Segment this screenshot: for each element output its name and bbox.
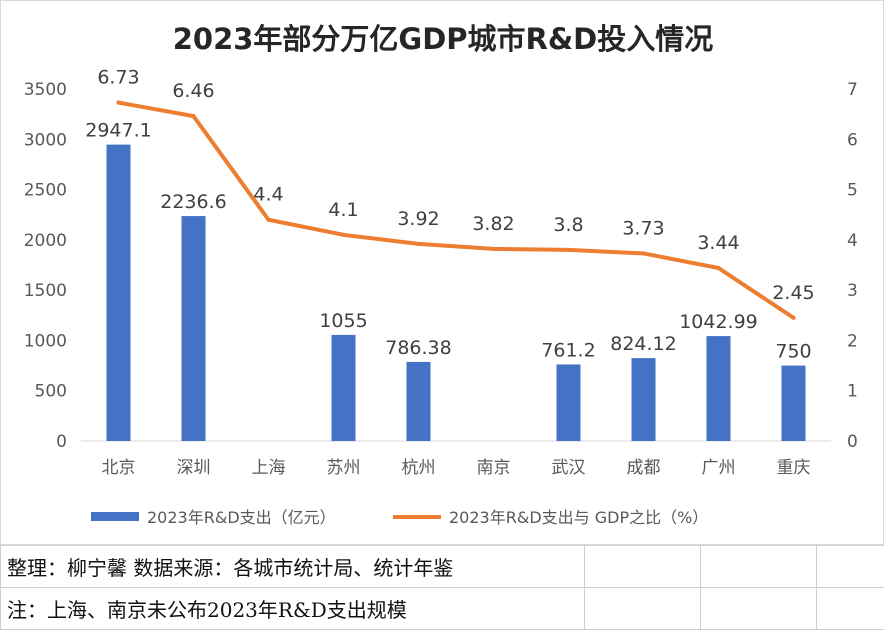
category-label: 重庆 bbox=[777, 458, 811, 478]
line-point bbox=[567, 248, 571, 252]
line-value-label: 6.46 bbox=[172, 80, 214, 102]
line-point bbox=[267, 218, 271, 222]
right-tick-label: 4 bbox=[847, 231, 858, 251]
line-value-label: 3.73 bbox=[622, 217, 664, 239]
bar bbox=[557, 364, 581, 441]
category-label: 上海 bbox=[252, 458, 286, 478]
line-value-label: 3.8 bbox=[553, 214, 583, 236]
line-point bbox=[417, 242, 421, 246]
notes-row-remark: 注：上海、南京未公布2023年R&D支出规模 bbox=[1, 588, 884, 630]
empty-cell bbox=[817, 588, 884, 630]
line-value-label: 4.1 bbox=[328, 199, 358, 221]
combo-chart: 2023年部分万亿GDP城市R&D投入情况 050010001500200025… bbox=[1, 1, 884, 546]
line-point bbox=[717, 266, 721, 270]
left-tick-label: 500 bbox=[35, 382, 67, 402]
bar bbox=[782, 366, 806, 441]
bar-value-label: 1042.99 bbox=[679, 311, 758, 333]
right-tick-label: 3 bbox=[847, 281, 858, 301]
legend-bar-swatch bbox=[91, 512, 139, 521]
bar bbox=[332, 335, 356, 441]
right-tick-label: 6 bbox=[847, 130, 858, 150]
bar bbox=[632, 358, 656, 441]
bar-series: 2947.1 2236.6 1055 786.38 761.2 824.121042.99… bbox=[85, 120, 811, 441]
right-tick-label: 0 bbox=[847, 432, 858, 452]
empty-cell bbox=[585, 546, 701, 588]
line-point bbox=[642, 251, 646, 255]
category-label: 苏州 bbox=[327, 458, 361, 478]
empty-cell bbox=[817, 546, 884, 588]
bar-value-label: 1055 bbox=[319, 310, 367, 332]
line-value-label: 3.82 bbox=[472, 213, 514, 235]
bar-value-label: 750 bbox=[775, 341, 811, 363]
bar bbox=[707, 336, 731, 441]
legend: 2023年R&D支出（亿元） 2023年R&D支出与 GDP之比（%） bbox=[91, 508, 708, 527]
notes-table: 整理：柳宁馨 数据来源：各城市统计局、统计年鉴 注：上海、南京未公布2023年R… bbox=[0, 545, 884, 630]
right-tick-label: 1 bbox=[847, 382, 858, 402]
right-tick-label: 5 bbox=[847, 181, 858, 201]
legend-bar-label: 2023年R&D支出（亿元） bbox=[147, 508, 336, 527]
bar-value-label: 2236.6 bbox=[160, 191, 226, 213]
line-value-label: 3.92 bbox=[397, 208, 439, 230]
category-labels: 北京 深圳 上海 苏州 杭州 南京 武汉 成都 广州 重庆 bbox=[102, 458, 811, 478]
line-value-label: 2.45 bbox=[772, 282, 814, 304]
category-label: 南京 bbox=[477, 458, 511, 478]
left-tick-label: 2000 bbox=[24, 231, 67, 251]
left-tick-label: 3500 bbox=[24, 80, 67, 100]
legend-line-label: 2023年R&D支出与 GDP之比（%） bbox=[449, 508, 708, 527]
bar-value-label: 824.12 bbox=[610, 333, 676, 355]
category-label: 北京 bbox=[102, 458, 136, 478]
category-label: 深圳 bbox=[177, 458, 211, 478]
remark-note: 注：上海、南京未公布2023年R&D支出规模 bbox=[1, 588, 585, 630]
category-label: 广州 bbox=[702, 458, 736, 478]
bar-value-label: 786.38 bbox=[385, 337, 451, 359]
left-tick-label: 0 bbox=[56, 432, 67, 452]
bar bbox=[407, 362, 431, 441]
line-value-label: 4.4 bbox=[253, 184, 283, 206]
empty-cell bbox=[701, 546, 817, 588]
line-point bbox=[192, 114, 196, 118]
left-tick-label: 1500 bbox=[24, 281, 67, 301]
category-label: 杭州 bbox=[402, 458, 436, 478]
right-tick-label: 7 bbox=[847, 80, 858, 100]
right-axis-ticks: 0 1 2 3 4 5 6 7 bbox=[847, 80, 858, 452]
empty-cell bbox=[701, 588, 817, 630]
notes-row-source: 整理：柳宁馨 数据来源：各城市统计局、统计年鉴 bbox=[1, 546, 884, 588]
line-point bbox=[492, 247, 496, 251]
bar-value-label: 2947.1 bbox=[85, 120, 151, 142]
left-tick-label: 3000 bbox=[24, 130, 67, 150]
chart-title: 2023年部分万亿GDP城市R&D投入情况 bbox=[173, 22, 714, 56]
category-label: 武汉 bbox=[552, 458, 586, 478]
left-tick-label: 2500 bbox=[24, 181, 67, 201]
left-tick-label: 1000 bbox=[24, 331, 67, 351]
empty-cell bbox=[585, 588, 701, 630]
source-note: 整理：柳宁馨 数据来源：各城市统计局、统计年鉴 bbox=[1, 546, 585, 588]
category-label: 成都 bbox=[627, 458, 661, 478]
right-tick-label: 2 bbox=[847, 331, 858, 351]
line-point bbox=[342, 233, 346, 237]
line-point bbox=[117, 101, 121, 105]
left-axis-ticks: 0 500 1000 1500 2000 2500 3000 3500 bbox=[24, 80, 67, 452]
line-value-label: 6.73 bbox=[97, 67, 139, 89]
line-point bbox=[792, 316, 796, 320]
bar bbox=[107, 145, 131, 441]
bar-value-label: 761.2 bbox=[541, 339, 595, 361]
line-value-label: 3.44 bbox=[697, 232, 739, 254]
bar bbox=[182, 216, 206, 441]
